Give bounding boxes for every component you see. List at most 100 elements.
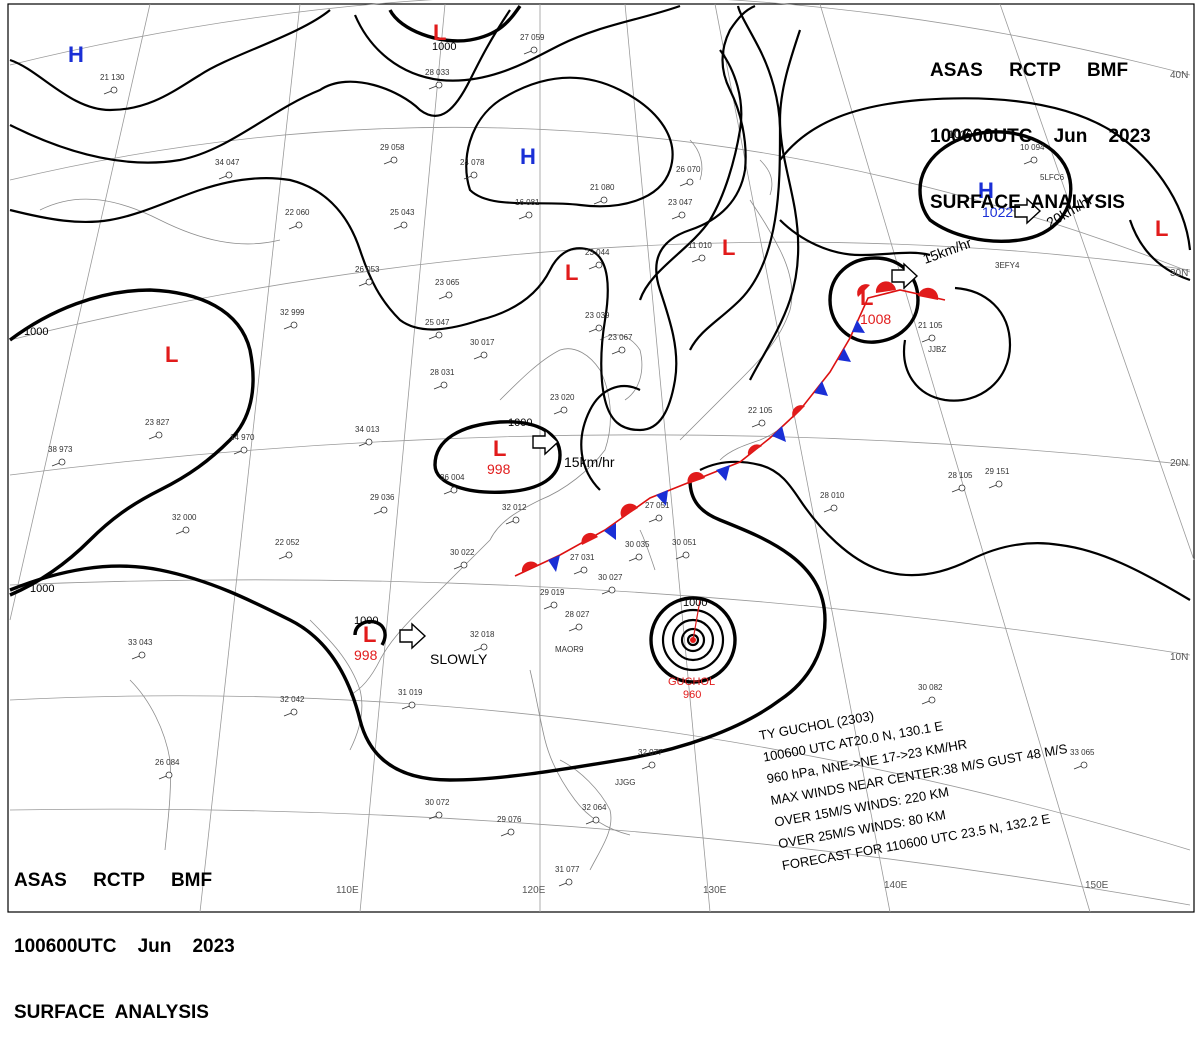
latitude-label: 10N (1170, 652, 1188, 663)
station-plot: 32 000 (172, 513, 197, 535)
station-circle-icon (290, 708, 298, 716)
station-circle-icon (58, 458, 66, 466)
station-value: 30 035 (625, 540, 650, 549)
station-circle-icon (380, 506, 388, 514)
arrow-icon (891, 262, 919, 290)
arrow-icon (532, 428, 560, 456)
latitude-lines (9, 0, 1191, 906)
typhoon-info: TY GUCHOL (2303) 100600 UTC AT20.0 N, 13… (758, 708, 1069, 873)
station-value: 32 042 (280, 695, 305, 704)
station-value: 28 031 (430, 368, 455, 377)
station-plot: 32 064 (582, 803, 607, 825)
station-value: 30 017 (470, 338, 495, 347)
station-value: 22 060 (285, 208, 310, 217)
station-plot: 30 072 (425, 798, 450, 820)
station-plot: 23 044 (585, 248, 610, 270)
station-circle-icon (928, 334, 936, 342)
station-plot: 38 973 (48, 445, 73, 467)
station-circle-icon (618, 346, 626, 354)
station-value: 23 039 (585, 311, 610, 320)
station-plot: 32 077 (638, 748, 663, 770)
station-circle-icon (507, 828, 515, 836)
station-value: 23 047 (668, 198, 693, 207)
header-bottom-left: ASAS RCTP BMF 100600UTC Jun 2023 SURFACE… (14, 826, 235, 1046)
station-plot: 30 027 (598, 573, 623, 595)
station-plot: 23 020 (550, 393, 575, 415)
station-value: 32 077 (638, 748, 663, 757)
station-value: 34 013 (355, 425, 380, 434)
station-circle-icon (830, 504, 838, 512)
station-circle-icon (110, 86, 118, 94)
isobar-label: 1000 (508, 417, 532, 429)
station-circle-icon (285, 551, 293, 559)
station-plot: 25 047 (425, 318, 450, 340)
station-value: 33 065 (1070, 748, 1095, 757)
station-plot: 16 081 (515, 198, 540, 220)
station-circle-icon (435, 331, 443, 339)
station-plot: 23 047 (668, 198, 693, 220)
station-circle-icon (592, 816, 600, 824)
station-plot: 29 076 (497, 815, 522, 837)
station-plot: 30 035 (625, 540, 650, 562)
station-circle-icon (435, 811, 443, 819)
station-value: 32 018 (470, 630, 495, 639)
coastlines (39, 139, 793, 871)
low-center: L (165, 342, 178, 367)
station-value: 23 020 (550, 393, 575, 402)
station-plot: 28 031 (430, 368, 455, 390)
station-code: JJBZ (928, 345, 946, 354)
station-circle-icon (600, 196, 608, 204)
station-plot: 34 047 (215, 158, 240, 180)
station-circle-icon (450, 486, 458, 494)
station-plot: 23 827 (145, 418, 170, 440)
graticule-labels: 110E 120E 130E 140E 150E 40N 30N 20N 10N (336, 70, 1188, 896)
station-circle-icon (480, 351, 488, 359)
station-value: 30 022 (450, 548, 475, 557)
station-circle-icon (365, 278, 373, 286)
station-circle-icon (1030, 156, 1038, 164)
longitude-label: 150E (1085, 880, 1109, 891)
station-plot: 28 033 (425, 68, 450, 90)
isobar-labels: 1000 1000 1000 1000 1000 1000 1020 (24, 41, 972, 627)
low-center: L (722, 235, 735, 260)
station-value: 23 067 (608, 333, 633, 342)
station-value: 27 031 (570, 553, 595, 562)
station-value: 33 043 (128, 638, 153, 647)
station-plot: 23 039 (585, 311, 610, 333)
isobar-label: 1000 (683, 597, 707, 609)
station-circle-icon (928, 696, 936, 704)
station-code: 5LFC6 (1040, 173, 1065, 182)
longitude-label: 110E (336, 885, 359, 896)
station-plot: 30 051 (672, 538, 697, 560)
station-value: 32 999 (280, 308, 305, 317)
station-circle-icon (698, 254, 706, 262)
station-plot: 22 105 (748, 406, 773, 428)
station-value: 32 000 (172, 513, 197, 522)
station-value: 21 130 (100, 73, 125, 82)
map-frame (7, 3, 1195, 913)
low-center-pressure: 998 (354, 647, 378, 663)
station-plot: 23 065 (435, 278, 460, 300)
station-circle-icon (530, 46, 538, 54)
station-value: 21 080 (590, 183, 615, 192)
station-value: 29 036 (370, 493, 395, 502)
station-codes: MAOR9 JJGG JJBZ 3EFY4 5LFC6 (555, 173, 1065, 787)
station-value: 36 004 (440, 473, 465, 482)
station-plot: 34 013 (355, 425, 380, 447)
station-value: 22 105 (748, 406, 773, 415)
low-center: L (1155, 216, 1168, 241)
high-center-pressure: 1022 (982, 204, 1013, 220)
station-value: 10 094 (1020, 143, 1045, 152)
station-value: 11 010 (688, 241, 712, 250)
station-circle-icon (1080, 761, 1088, 769)
station-plot: 32 999 (280, 308, 305, 330)
station-plot: 14 970 (230, 433, 255, 455)
station-plot: 33 043 (128, 638, 153, 660)
low-center: L (493, 436, 506, 461)
station-circle-icon (580, 566, 588, 574)
latitude-label: 20N (1170, 458, 1188, 469)
station-code: 3EFY4 (995, 261, 1020, 270)
typhoon-name: GUCHOL (668, 676, 715, 688)
station-circle-icon (138, 651, 146, 659)
station-circle-icon (480, 643, 488, 651)
